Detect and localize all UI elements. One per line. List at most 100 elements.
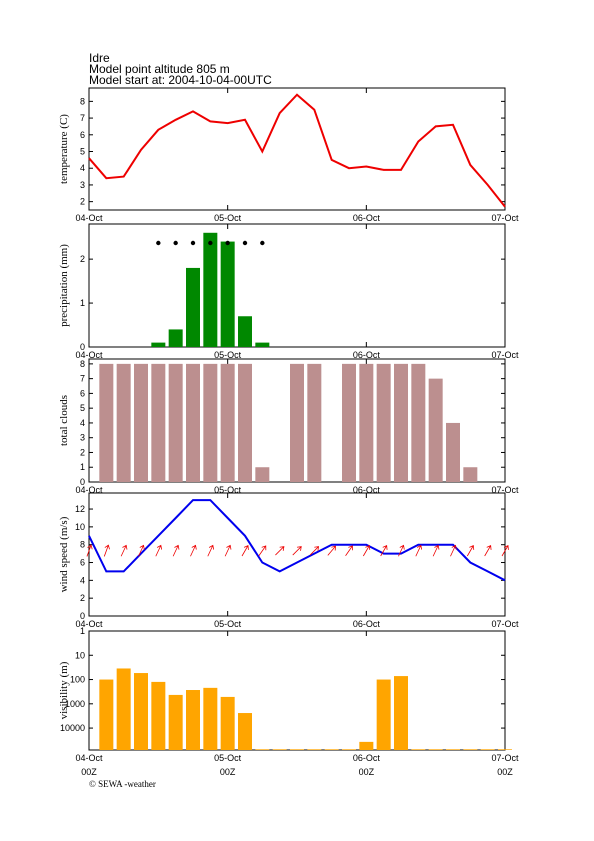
bar [359, 741, 374, 750]
x-tick-label: 05-Oct [214, 350, 242, 360]
y-tick-label: 0 [80, 477, 85, 487]
time-label: 00Z [81, 767, 97, 777]
precip-symbol [208, 240, 213, 246]
bar [359, 363, 374, 482]
altitude: Model point altitude 805 m [89, 62, 230, 76]
bar [342, 363, 356, 482]
x-tick-label: 07-Oct [491, 350, 519, 360]
copyright: © SEWA -weather [89, 779, 156, 789]
bar [307, 749, 322, 750]
bar [463, 467, 478, 482]
wind-arrow [484, 545, 492, 557]
wind-arrow [450, 544, 457, 557]
bar [151, 342, 166, 347]
bar [498, 749, 512, 750]
wind-arrow [224, 544, 232, 557]
bar [238, 316, 252, 347]
bar [376, 679, 391, 750]
y-tick-label: 1 [80, 626, 85, 636]
wind-arrow [432, 544, 440, 557]
x-tick-label: 07-Oct [491, 619, 519, 629]
x-tick-label: 05-Oct [214, 619, 242, 629]
wind-arrow [138, 544, 145, 557]
bar [186, 690, 200, 750]
precip-symbol [173, 240, 178, 246]
precip-symbol [260, 240, 265, 246]
bar [272, 749, 287, 750]
bar [186, 363, 200, 482]
y-axis-title: wind speed (m/s) [58, 516, 70, 592]
bar [480, 749, 495, 750]
wind-arrow [466, 545, 475, 557]
y-tick-label: 6 [80, 558, 85, 568]
y-tick-label: 5 [80, 147, 85, 157]
wind-arrow [380, 545, 388, 557]
bar [394, 676, 408, 750]
bar [168, 694, 183, 750]
y-tick-label: 5 [80, 403, 85, 413]
bar [428, 378, 443, 482]
y-tick-label: 10 [75, 650, 85, 660]
y-axis-title: visibility (m) [58, 661, 70, 719]
bar [168, 329, 183, 347]
bar [203, 232, 218, 347]
wind-arrow [241, 545, 249, 557]
bar [463, 749, 478, 750]
bar [151, 363, 166, 482]
bar [411, 749, 426, 750]
wind-arrow [292, 546, 302, 556]
x-tick-label: 06-Oct [353, 619, 381, 629]
x-tick-label: 05-Oct [214, 213, 242, 223]
bar [220, 696, 235, 750]
plot-frame [88, 87, 506, 211]
bar [411, 363, 426, 482]
x-tick-label: 06-Oct [353, 213, 381, 223]
y-tick-label: 0 [80, 342, 85, 352]
precip-symbol [156, 240, 161, 246]
y-tick-label: 7 [80, 113, 85, 123]
y-tick-label: 7 [80, 374, 85, 384]
bar [446, 422, 460, 482]
wind-arrow [398, 544, 405, 557]
bar [394, 363, 408, 482]
wind-arrow [327, 545, 336, 556]
y-tick-label: 100 [70, 675, 85, 685]
wind-arrow [86, 544, 93, 557]
time-label: 00Z [359, 767, 375, 777]
x-tick-label: 07-Oct [491, 485, 519, 495]
bar [324, 749, 339, 750]
wind-arrow [103, 544, 110, 557]
wind-arrow [309, 546, 320, 556]
y-tick-label: 8 [80, 96, 85, 106]
bar [99, 363, 114, 482]
wind-arrow [120, 544, 128, 557]
y-axis-title: total clouds [58, 395, 70, 446]
bar [342, 749, 356, 750]
bar [134, 673, 148, 750]
bar [186, 267, 200, 347]
y-tick-label: 8 [80, 540, 85, 550]
x-tick-label: 04-Oct [75, 619, 103, 629]
time-label: 00Z [497, 767, 513, 777]
y-axis-title: precipitation (mm) [58, 244, 70, 327]
y-tick-label: 3 [80, 433, 85, 443]
bar [134, 363, 148, 482]
bar [168, 363, 183, 482]
y-tick-label: 10 [75, 522, 85, 532]
y-tick-label: 2 [80, 254, 85, 264]
y-tick-label: 2 [80, 447, 85, 457]
y-tick-label: 2 [80, 197, 85, 207]
location: Idre [89, 51, 110, 65]
y-tick-label: 3 [80, 180, 85, 190]
data-line [88, 93, 506, 208]
bar [290, 363, 304, 482]
bar [255, 467, 270, 482]
y-tick-label: 4 [80, 418, 85, 428]
x-tick-label: 04-Oct [75, 485, 103, 495]
x-tick-label: 04-Oct [75, 213, 103, 223]
y-axis-title: temperature (C) [58, 114, 70, 184]
bar [151, 681, 166, 750]
bar [255, 749, 270, 750]
y-tick-label: 0 [80, 611, 85, 621]
y-tick-label: 6 [80, 130, 85, 140]
